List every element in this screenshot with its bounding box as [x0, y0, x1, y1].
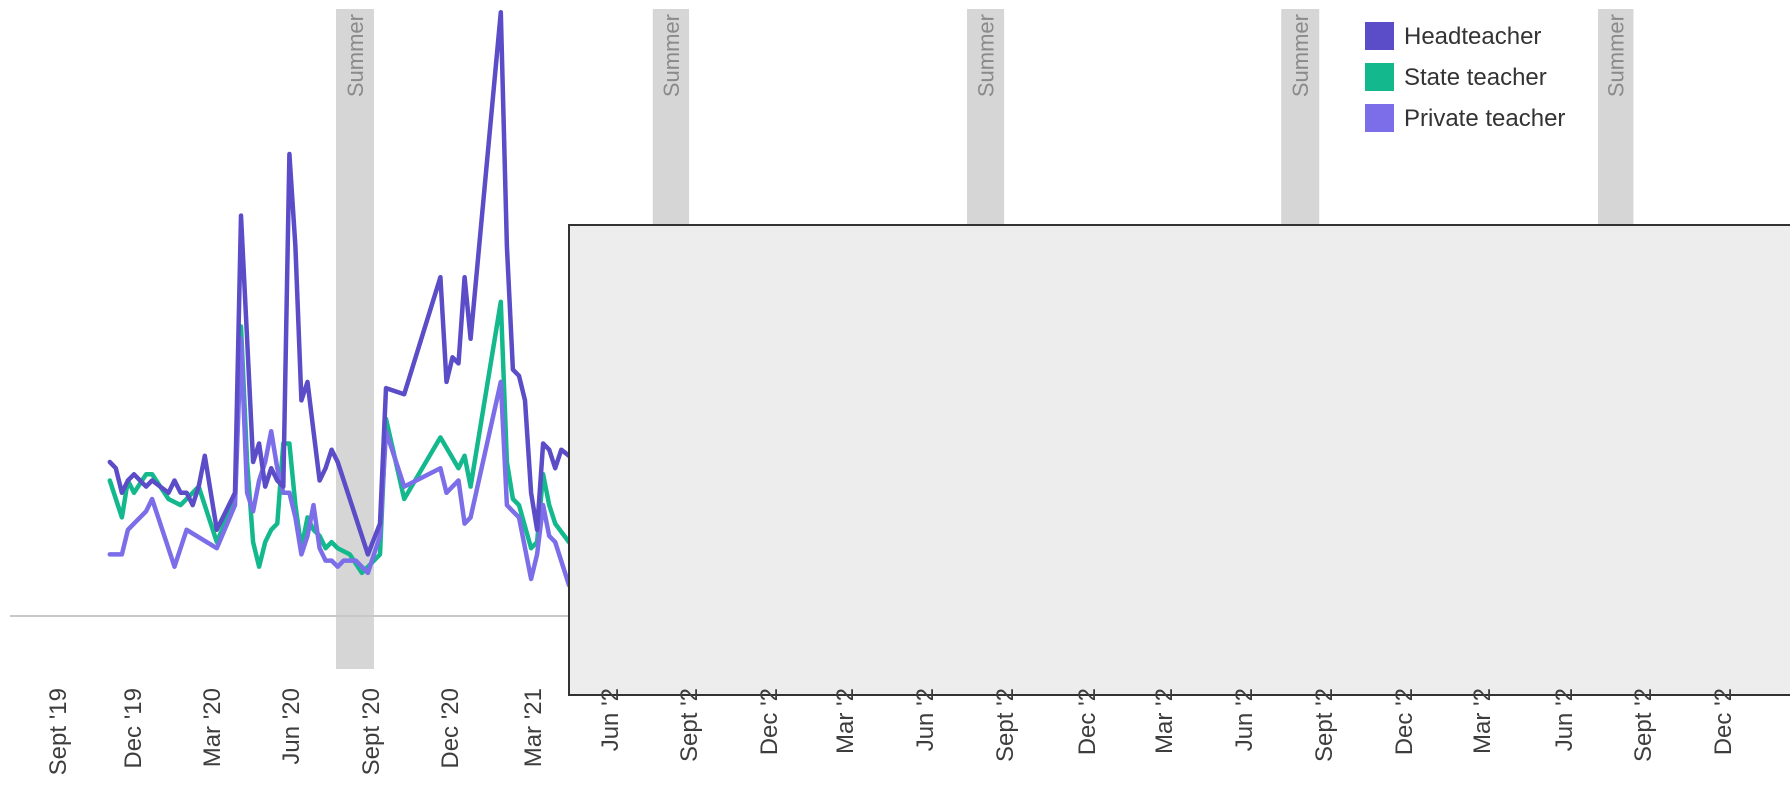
x-tick-label: Dec '2	[1391, 688, 1418, 755]
legend: Headteacher State teacher Private teacher	[1365, 22, 1565, 132]
x-tick-label: Jun '2	[1231, 688, 1258, 751]
x-tick-label: Sept '19	[45, 688, 72, 775]
x-tick-label: Dec '2	[1710, 688, 1737, 755]
x-tick-label: Sept '2	[1630, 688, 1657, 762]
summer-band-label: Summer	[974, 14, 999, 97]
summer-band-label: Summer	[1604, 14, 1629, 97]
x-tick-label: Sept '2	[992, 688, 1019, 762]
summer-band-label: Summer	[659, 14, 684, 97]
x-tick-label: Dec '20	[437, 688, 464, 769]
series-line-state-teacher	[107, 299, 572, 576]
summer-band-label: Summer	[343, 14, 368, 97]
x-tick-label: Jun '20	[278, 688, 305, 765]
x-tick-label: Mar '2	[832, 688, 859, 754]
series-line-headteacher	[107, 10, 572, 557]
x-axis-ticks: Sept '19 Dec '19 Mar '20 Jun '20 Sept '20 Dec…	[45, 688, 1737, 775]
legend-swatch	[1365, 63, 1394, 91]
x-tick-label: Mar '20	[199, 688, 226, 767]
summer-band-label: Summer	[1288, 14, 1313, 97]
x-tick-label: Jun '2	[597, 688, 624, 751]
x-tick-label: Dec '2	[1074, 688, 1101, 755]
series-line-private-teacher	[107, 336, 572, 588]
series-lines	[107, 10, 572, 588]
x-tick-label: Dec '2	[756, 688, 783, 755]
x-tick-label: Sept '20	[358, 688, 385, 775]
x-tick-label: Mar '21	[520, 688, 547, 767]
legend-label: Headteacher	[1404, 23, 1541, 50]
x-tick-label: Mar '2	[1469, 688, 1496, 754]
x-tick-label: Dec '19	[120, 688, 147, 769]
x-tick-label: Sept '2	[676, 688, 703, 762]
x-tick-label: Jun '2	[1551, 688, 1578, 751]
x-tick-label: Jun '2	[912, 688, 939, 751]
obscured-overlay	[568, 224, 1790, 696]
x-tick-label: Mar '2	[1151, 688, 1178, 754]
legend-swatch	[1365, 104, 1394, 132]
legend-label: Private teacher	[1404, 105, 1565, 132]
legend-label: State teacher	[1404, 64, 1547, 91]
legend-swatch	[1365, 22, 1394, 50]
x-tick-label: Sept '2	[1311, 688, 1338, 762]
